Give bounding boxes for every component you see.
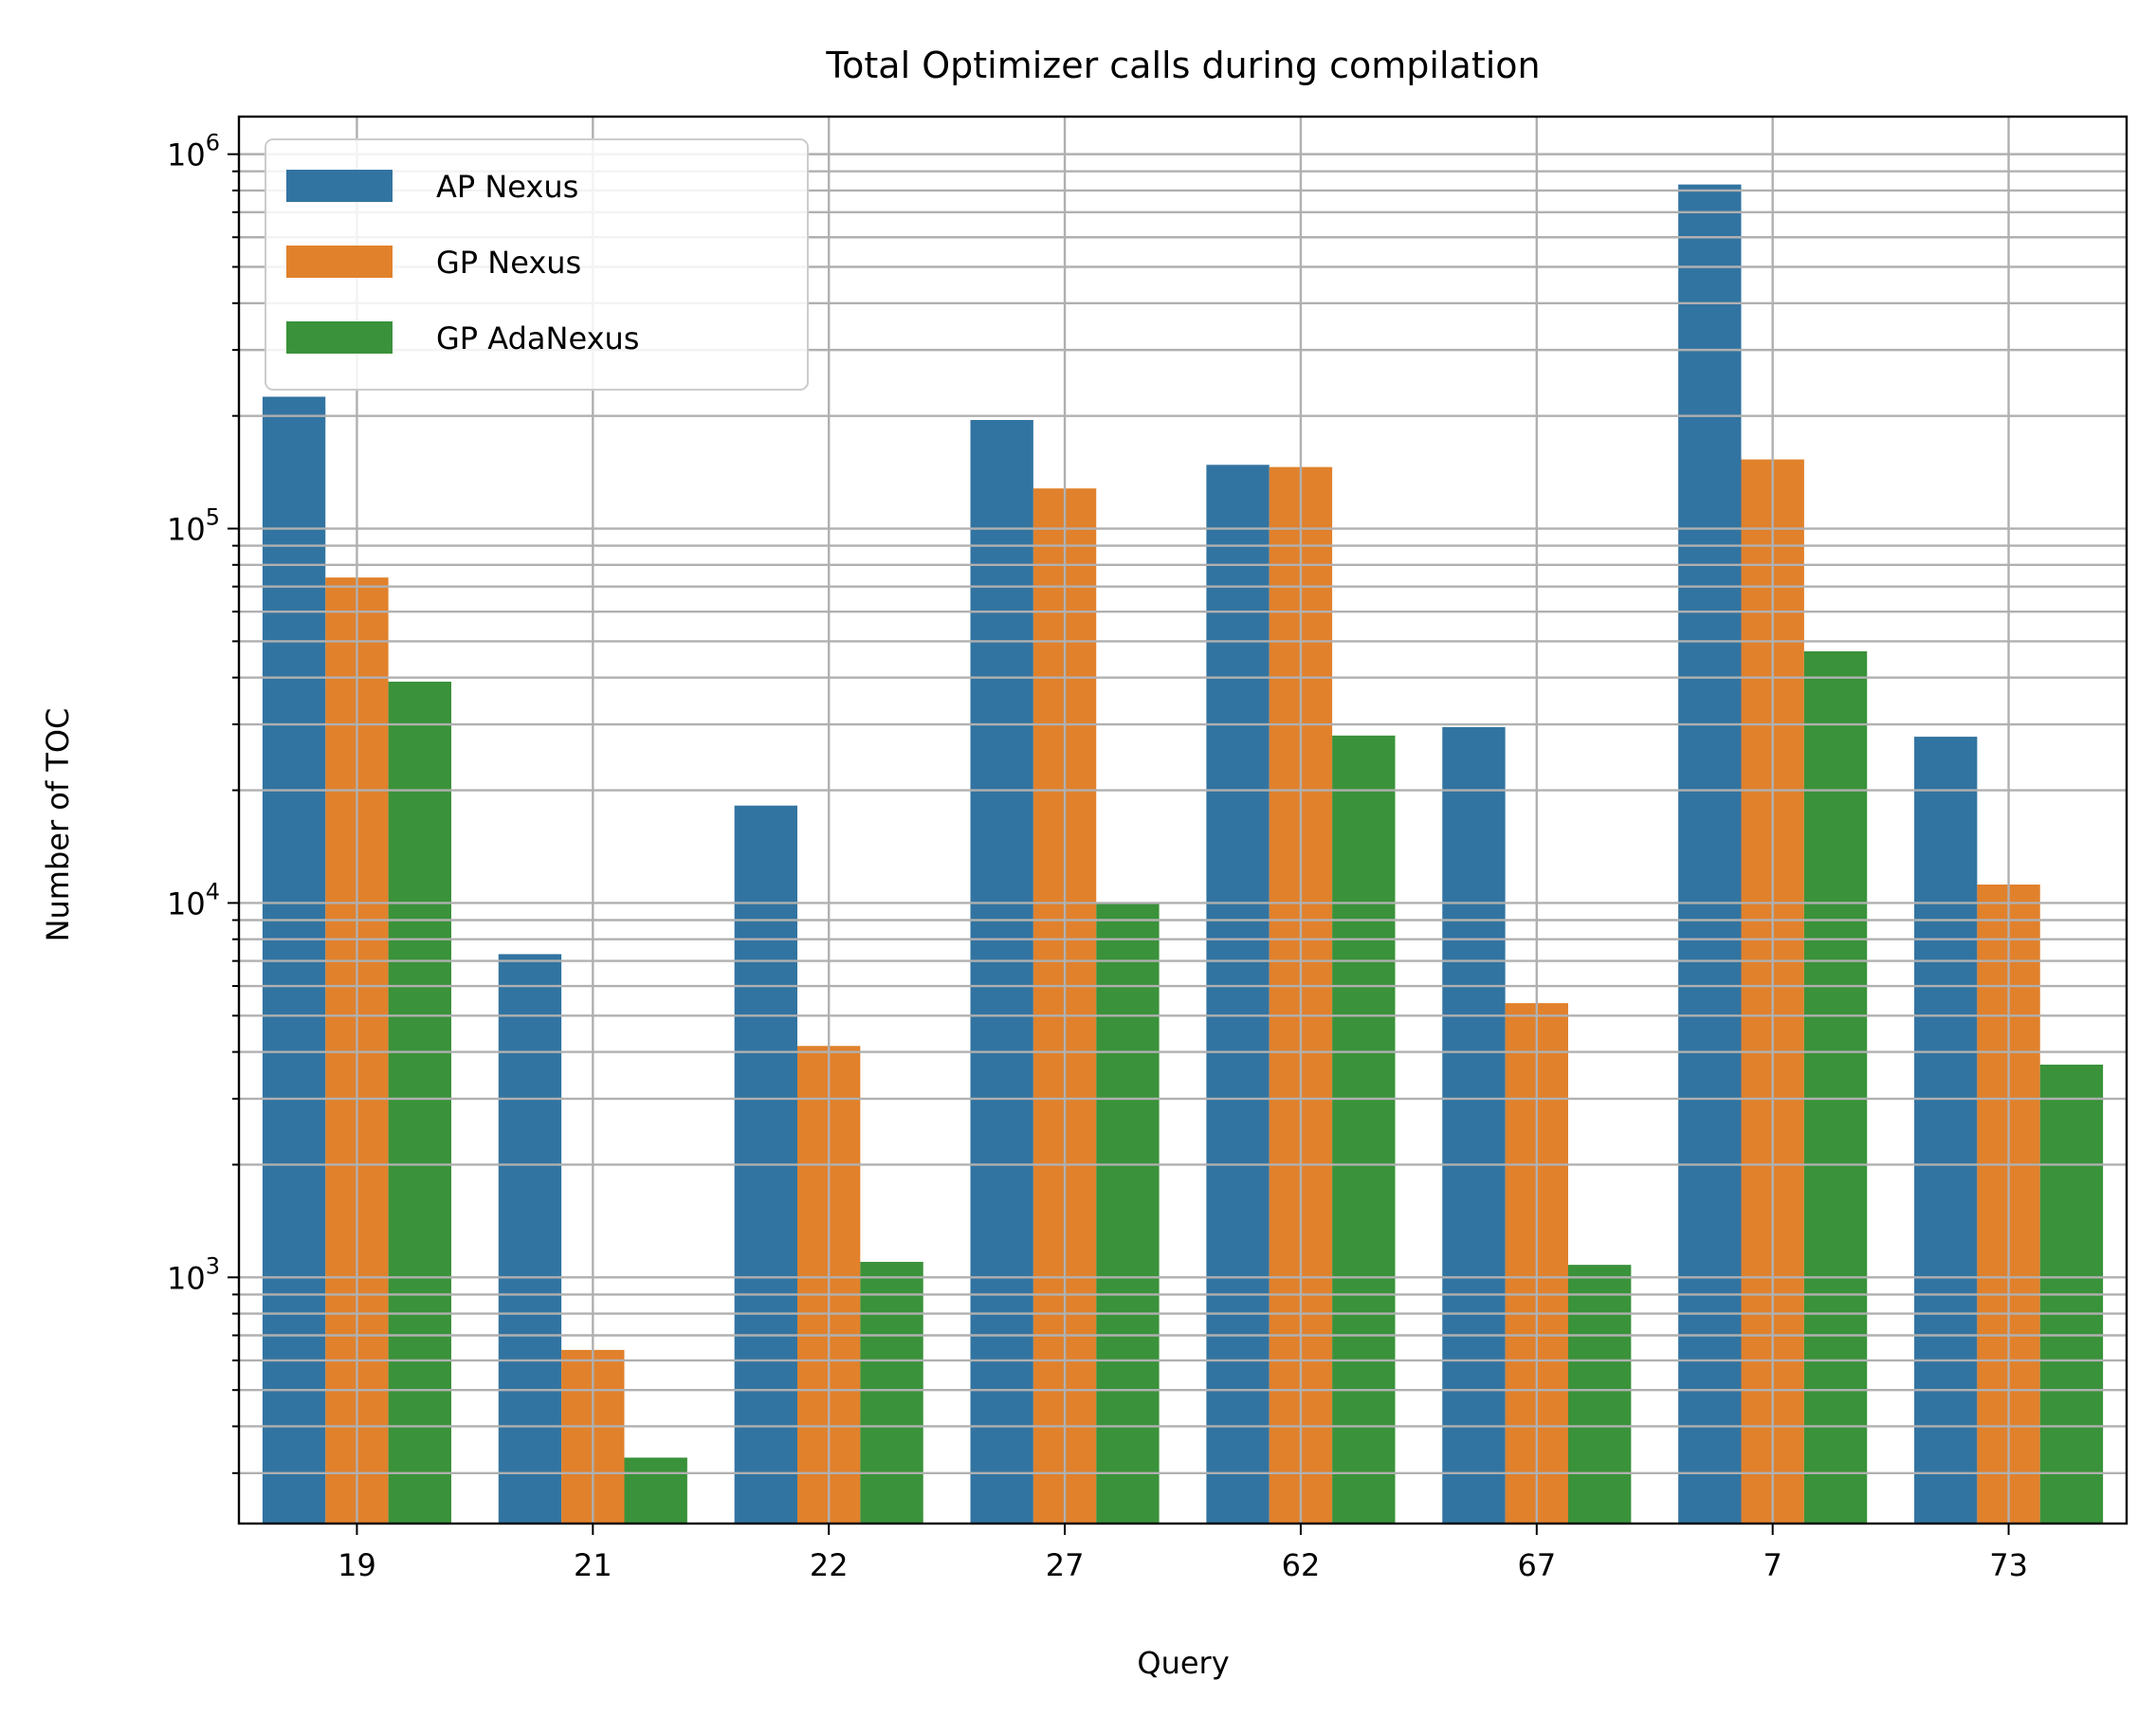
y-tick-exponent: 4 (206, 878, 220, 904)
x-tick-label: 73 (1989, 1547, 2028, 1583)
y-axis-label: Number of TOC (40, 708, 76, 942)
bar-gp-adanexus-q7 (1803, 651, 1868, 1524)
y-tick-base: 10 (167, 512, 206, 548)
bar-gp-adanexus-q27 (1096, 903, 1160, 1524)
x-tick-label: 67 (1517, 1547, 1556, 1583)
legend-swatch (286, 170, 393, 202)
x-tick-label: 21 (574, 1547, 612, 1583)
bar-ap-nexus-q73 (1914, 737, 1978, 1524)
legend-label: AP Nexus (436, 169, 578, 205)
legend: AP Nexus GP Nexus GP AdaNexus (265, 138, 809, 391)
y-tick-base: 10 (167, 1260, 206, 1296)
x-tick-label: 19 (338, 1547, 376, 1583)
bar-ap-nexus-q21 (498, 954, 562, 1524)
y-tick-exponent: 6 (206, 130, 220, 156)
legend-swatch (286, 321, 393, 354)
y-tick-base: 10 (167, 885, 206, 922)
bar-gp-adanexus-q19 (388, 682, 451, 1524)
x-tick-label: 27 (1046, 1547, 1085, 1583)
bar-ap-nexus-q7 (1678, 184, 1742, 1524)
y-tick-label: 103 (167, 1252, 220, 1296)
bar-gp-adanexus-q22 (860, 1261, 923, 1524)
bar-ap-nexus-q62 (1206, 465, 1270, 1524)
plot-frame (237, 115, 2129, 1525)
y-tick-base: 10 (167, 137, 206, 173)
y-tick-exponent: 5 (206, 504, 220, 531)
bar-gp-adanexus-q21 (624, 1457, 687, 1524)
legend-swatch (286, 246, 393, 278)
bar-gp-adanexus-q67 (1567, 1265, 1632, 1524)
x-tick-label: 62 (1282, 1547, 1321, 1583)
x-tick-label: 7 (1763, 1547, 1782, 1583)
bar-ap-nexus-q27 (970, 419, 1033, 1524)
y-tick-label: 104 (167, 878, 220, 922)
legend-label: GP AdaNexus (436, 320, 639, 356)
bar-gp-adanexus-q62 (1332, 735, 1396, 1524)
y-tick-label: 106 (167, 130, 220, 173)
y-tick-label: 105 (167, 504, 220, 548)
x-tick-label: 22 (810, 1547, 849, 1583)
chart-title: Total Optimizer calls during compilation (825, 45, 1540, 86)
bar-ap-nexus-q67 (1442, 726, 1506, 1524)
legend-box (265, 138, 809, 391)
x-axis-label: Query (1137, 1645, 1229, 1681)
y-tick-exponent: 3 (206, 1252, 220, 1279)
legend-label: GP Nexus (436, 245, 581, 281)
